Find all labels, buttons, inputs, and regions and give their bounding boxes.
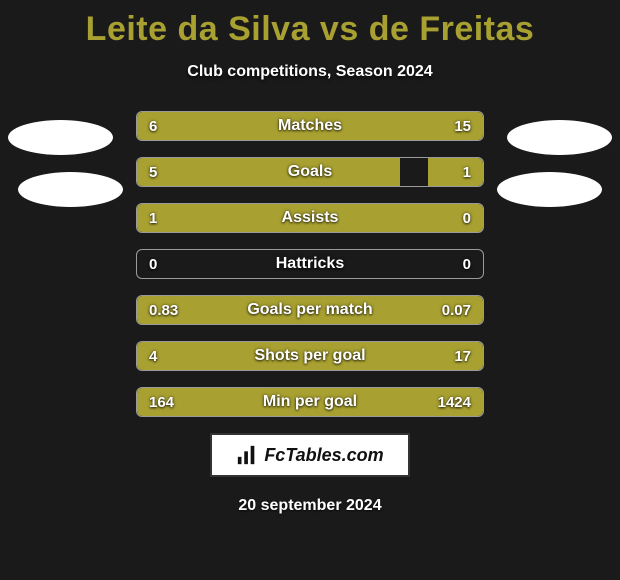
stat-value-left: 164: [149, 388, 174, 416]
page-title: Leite da Silva vs de Freitas: [0, 0, 620, 49]
stat-value-right: 1424: [438, 388, 471, 416]
bar-fill-left: [137, 204, 483, 232]
stat-row: 1641424Min per goal: [136, 387, 484, 417]
player-badge-right-1: [507, 120, 612, 155]
stat-value-right: 0: [463, 204, 471, 232]
bar-fill-right: [203, 342, 483, 370]
bar-fill-left: [137, 296, 455, 324]
stat-row: 51Goals: [136, 157, 484, 187]
stat-row: 615Matches: [136, 111, 484, 141]
comparison-bars: 615Matches51Goals10Assists00Hattricks0.8…: [136, 111, 484, 417]
page-subtitle: Club competitions, Season 2024: [0, 63, 620, 81]
stat-value-left: 5: [149, 158, 157, 186]
stat-row: 0.830.07Goals per match: [136, 295, 484, 325]
stat-value-right: 17: [454, 342, 471, 370]
stat-row: 10Assists: [136, 203, 484, 233]
logo-text: FcTables.com: [264, 445, 383, 466]
stat-value-left: 6: [149, 112, 157, 140]
stat-value-right: 0: [463, 250, 471, 278]
stat-value-left: 4: [149, 342, 157, 370]
fctables-logo: FcTables.com: [210, 433, 410, 477]
stat-value-right: 0.07: [442, 296, 471, 324]
stat-value-right: 15: [454, 112, 471, 140]
bar-fill-right: [172, 388, 483, 416]
bar-fill-right: [234, 112, 483, 140]
stat-name-label: Hattricks: [137, 250, 483, 278]
stat-value-right: 1: [463, 158, 471, 186]
stat-value-left: 0.83: [149, 296, 178, 324]
player-badge-left-1: [8, 120, 113, 155]
player-badge-right-2: [497, 172, 602, 207]
chart-icon: [236, 444, 258, 466]
bar-fill-left: [137, 158, 400, 186]
stat-value-left: 1: [149, 204, 157, 232]
stat-value-left: 0: [149, 250, 157, 278]
date-label: 20 september 2024: [0, 497, 620, 515]
player-badge-left-2: [18, 172, 123, 207]
bar-fill-left: [137, 342, 203, 370]
stat-row: 0 0Hattricks: [136, 249, 484, 279]
stat-row: 417Shots per goal: [136, 341, 484, 371]
bar-fill-right: [428, 158, 483, 186]
